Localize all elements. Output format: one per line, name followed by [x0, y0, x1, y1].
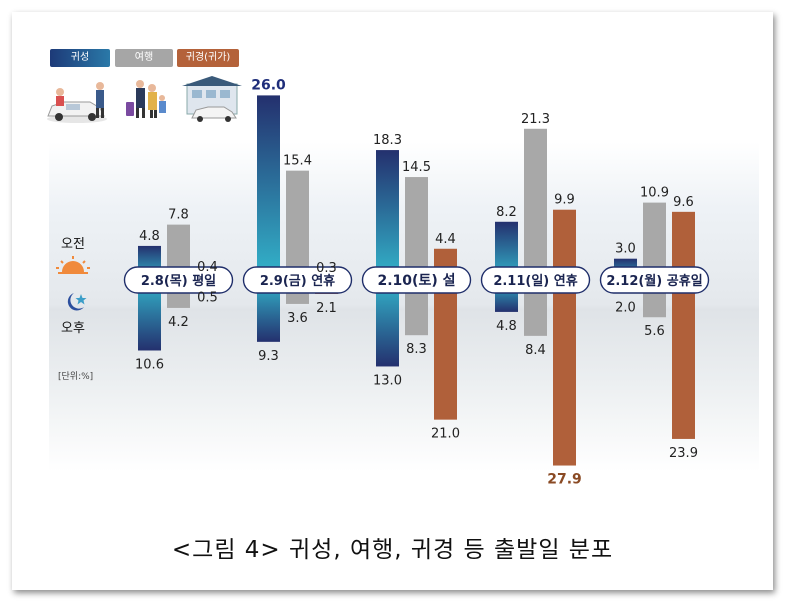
- bar---pm-1: [257, 280, 280, 342]
- value-label---am-0: 4.8: [139, 229, 160, 244]
- category-pill-1: [242, 266, 353, 294]
- bar---am-3: [495, 221, 518, 280]
- value-label---am-2: 4.4: [435, 232, 456, 247]
- value-label---am-4: 3.0: [615, 242, 636, 257]
- moon-icon: [67, 293, 87, 311]
- value-label---pm-0: 0.5: [197, 290, 218, 305]
- value-label---pm-1: 3.6: [287, 311, 308, 326]
- value-label---am-2: 18.3: [373, 133, 402, 148]
- legend-chip-return: 귀경(귀가): [177, 49, 239, 67]
- category-pill-0: [123, 266, 234, 294]
- value-label---pm-3: 27.9: [547, 472, 582, 488]
- pm-label: 오후: [61, 321, 85, 336]
- bar---am-3: [524, 128, 547, 280]
- chart-canvas: 2.8(목) 평일 2.9(금) 연휴 2.10(토) 설 2.11(일) 연휴 2.1…: [123, 77, 710, 488]
- value-label---pm-4: 23.9: [669, 446, 698, 461]
- value-label---am-1: 26.0: [251, 77, 286, 93]
- legend-illustrations: [47, 76, 242, 123]
- value-label---pm-0: 4.2: [168, 315, 189, 330]
- bar---am-2: [376, 150, 399, 280]
- value-label---am-0: 7.8: [168, 208, 189, 223]
- value-label---pm-4: 5.6: [644, 324, 665, 339]
- unit-label: [단위:%]: [58, 372, 94, 382]
- value-label---am-3: 21.3: [521, 112, 550, 127]
- bar---pm-2: [434, 280, 457, 420]
- figure-frame: 귀성 여행 귀경(귀가): [12, 12, 773, 590]
- value-label---pm-3: 8.4: [525, 343, 546, 358]
- category-pill-4: [599, 266, 710, 294]
- bar---am-4: [672, 211, 695, 280]
- am-label: 오전: [61, 237, 85, 252]
- bar---am-4: [643, 202, 666, 280]
- category-label-4: 2.12(월) 공휴일: [606, 273, 702, 289]
- traveler-icon: [126, 80, 166, 118]
- bar---pm-0: [138, 280, 161, 351]
- value-label---pm-3: 4.8: [496, 319, 517, 334]
- bar---am-3: [553, 209, 576, 280]
- category-label-0: 2.8(목) 평일: [141, 273, 216, 289]
- value-label---pm-1: 9.3: [258, 349, 279, 364]
- value-label---am-3: 8.2: [496, 205, 517, 220]
- value-label---am-4: 10.9: [640, 186, 669, 201]
- value-label---am-1: 0.3: [316, 261, 337, 276]
- value-label---pm-4: 2.0: [615, 300, 636, 315]
- value-label---pm-1: 2.1: [316, 301, 337, 316]
- bar---pm-3: [553, 280, 576, 466]
- bar---pm-3: [524, 280, 547, 336]
- category-label-2: 2.10(토) 설: [378, 273, 456, 289]
- category-pill-3: [480, 266, 591, 294]
- legend-chip-hometown: 귀성: [50, 49, 110, 67]
- figure-caption: <그림 4> 귀성, 여행, 귀경 등 출발일 분포: [171, 537, 614, 563]
- value-label---pm-0: 10.6: [135, 357, 164, 372]
- value-label---pm-2: 21.0: [431, 427, 460, 442]
- bar---am-1: [257, 95, 280, 281]
- car-family-icon: [47, 82, 107, 123]
- bar---am-1: [286, 170, 309, 280]
- category-label-1: 2.9(금) 연휴: [260, 273, 335, 289]
- building-car-icon: [182, 76, 242, 122]
- value-label---pm-2: 13.0: [373, 373, 402, 388]
- value-label---am-0: 0.4: [197, 260, 218, 275]
- value-label---pm-2: 8.3: [406, 342, 427, 357]
- legend-chip-travel: 여행: [115, 49, 173, 67]
- sun-icon: [56, 256, 90, 274]
- value-label---am-2: 14.5: [402, 160, 431, 175]
- category-label-3: 2.11(일) 연휴: [493, 273, 577, 289]
- bar---pm-2: [376, 280, 399, 367]
- bar---am-0: [167, 224, 190, 280]
- category-pill-2: [361, 266, 472, 294]
- value-label---am-1: 15.4: [283, 154, 312, 169]
- value-label---am-4: 9.6: [673, 195, 694, 210]
- bar---pm-2: [405, 280, 428, 336]
- value-label---am-3: 9.9: [554, 193, 575, 208]
- bar---pm-4: [672, 280, 695, 439]
- bar---am-2: [405, 177, 428, 280]
